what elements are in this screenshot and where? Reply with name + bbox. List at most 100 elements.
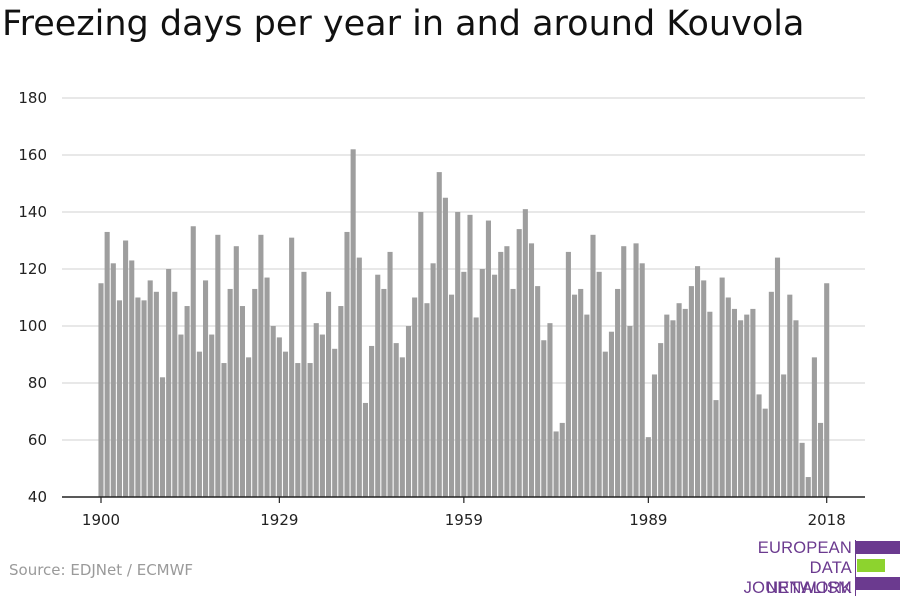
bar-2014 — [799, 442, 805, 497]
bar-1901 — [104, 231, 110, 497]
bar-1922 — [233, 246, 239, 497]
bar-1928 — [270, 326, 276, 497]
bar-1927 — [264, 277, 270, 497]
bar-1955 — [436, 172, 442, 497]
bar-1906 — [135, 297, 141, 497]
y-tick-label: 100 — [18, 317, 47, 335]
bar-1976 — [565, 251, 571, 497]
bar-1981 — [596, 271, 602, 497]
bar-1908 — [147, 280, 153, 497]
y-axis: 40 60 80 100 120 140 160 180 — [18, 89, 47, 506]
bar-1998 — [701, 280, 707, 497]
x-tick-label: 1989 — [629, 511, 667, 529]
bar-1984 — [615, 288, 621, 497]
bar-2006 — [750, 308, 756, 497]
bar-1977 — [572, 294, 578, 497]
bar-1951 — [412, 297, 418, 497]
bar-1993 — [670, 320, 676, 497]
bar-1994 — [676, 303, 682, 497]
logo-line-data-journalism: DATA JOURNALISM — [743, 559, 852, 597]
bar-1961 — [473, 317, 479, 497]
bar-1926 — [258, 234, 264, 498]
bar-2016 — [811, 357, 817, 497]
bar-1924 — [246, 357, 252, 497]
bar-1964 — [492, 274, 498, 497]
bar-1960 — [467, 214, 473, 497]
bar-1982 — [602, 351, 608, 497]
bar-1920 — [221, 363, 227, 497]
bar-1965 — [498, 251, 504, 497]
bar-2012 — [787, 294, 793, 497]
logo-divider — [855, 540, 856, 596]
bar-1956 — [442, 197, 448, 497]
bar-1913 — [178, 334, 184, 497]
bar-1933 — [301, 271, 307, 497]
bar-1949 — [399, 357, 405, 497]
bar-1904 — [123, 240, 129, 497]
bar-1979 — [584, 314, 590, 497]
bar-1940 — [344, 231, 350, 497]
bar-1938 — [332, 348, 338, 497]
bar-1975 — [559, 422, 565, 497]
bar-2018 — [824, 283, 830, 497]
bar-1937 — [326, 291, 332, 497]
bar-1945 — [375, 274, 381, 497]
logo-line-european: EUROPEAN — [757, 539, 852, 557]
bar-1942 — [356, 257, 362, 497]
bar-1909 — [153, 291, 159, 497]
bar-1953 — [424, 303, 430, 497]
bar-1921 — [227, 288, 233, 497]
bar-1991 — [658, 343, 664, 497]
bar-1957 — [449, 294, 455, 497]
bar-1997 — [695, 266, 701, 497]
bar-1900 — [98, 283, 104, 497]
bar-1970 — [528, 243, 535, 497]
logo-text: EUROPEAN DATA JOURNALISM NETWORK — [700, 538, 852, 598]
bar-1968 — [516, 229, 522, 497]
edjnet-logo[interactable]: EUROPEAN DATA JOURNALISM NETWORK — [700, 538, 900, 598]
bar-1923 — [239, 306, 245, 497]
bar-1989 — [645, 437, 651, 497]
bar-2005 — [744, 314, 750, 497]
x-tick-label: 1900 — [82, 511, 120, 529]
bar-1958 — [455, 212, 461, 497]
bar-1974 — [553, 431, 559, 497]
y-tick-label: 180 — [18, 89, 47, 107]
bar-1931 — [289, 237, 295, 497]
x-tick-label: 1959 — [445, 511, 483, 529]
bar-1992 — [664, 314, 670, 497]
bar-1905 — [129, 260, 135, 497]
bar-2008 — [762, 408, 768, 497]
bar-2004 — [738, 320, 744, 497]
y-tick-label: 160 — [18, 146, 47, 164]
bar-1903 — [116, 300, 122, 497]
source-note: Source: EDJNet / ECMWF — [9, 561, 194, 579]
bar-1995 — [682, 308, 688, 497]
bar-1910 — [159, 377, 166, 497]
bar-1911 — [166, 269, 172, 497]
y-tick-label: 140 — [18, 203, 47, 221]
bar-1929 — [276, 337, 282, 497]
bar-2010 — [774, 257, 781, 497]
bar-2013 — [793, 320, 799, 497]
bar-1934 — [307, 363, 313, 497]
bar-1962 — [479, 269, 485, 497]
bar-1907 — [141, 300, 147, 497]
bars — [98, 149, 830, 498]
chart-title: Freezing days per year in and around Kou… — [2, 4, 805, 44]
bar-1902 — [110, 263, 116, 497]
bar-1987 — [633, 243, 639, 497]
bar-1963 — [485, 220, 491, 498]
bar-1990 — [651, 374, 658, 497]
bar-1914 — [184, 306, 190, 497]
bar-1983 — [608, 331, 614, 497]
bar-1969 — [522, 209, 528, 497]
bar-1936 — [319, 334, 325, 497]
bar-1996 — [688, 286, 694, 497]
bar-1932 — [295, 363, 301, 497]
bar-1915 — [190, 226, 196, 497]
bar-2015 — [805, 477, 811, 497]
bar-1972 — [541, 340, 547, 497]
bar-1980 — [590, 234, 596, 498]
